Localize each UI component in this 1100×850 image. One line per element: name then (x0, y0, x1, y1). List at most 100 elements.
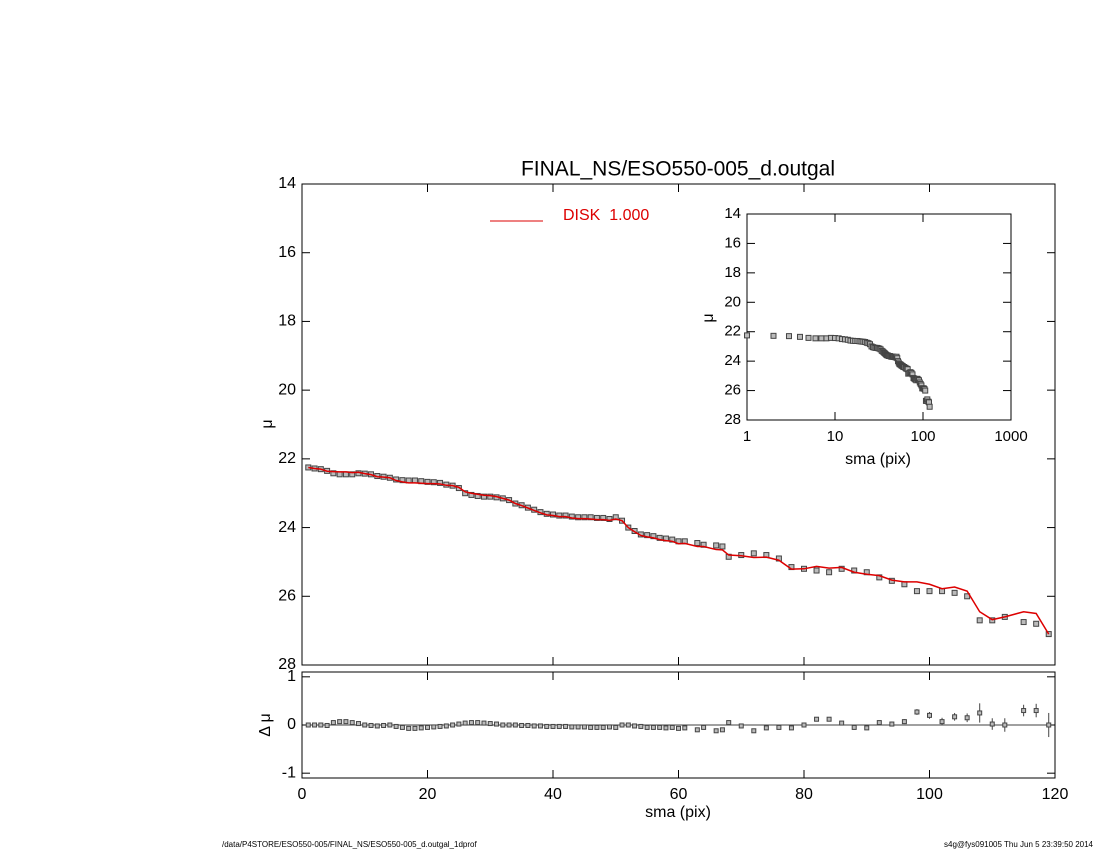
residual-point (914, 709, 920, 715)
data-point (606, 515, 613, 522)
residual-point (443, 723, 449, 729)
x-tick-label: 100 (916, 786, 943, 803)
data-point (474, 492, 481, 499)
data-point (462, 490, 469, 497)
residual-point (368, 722, 374, 728)
inset-data-point (785, 333, 792, 340)
y-tick-label: 24 (724, 352, 741, 369)
data-point (581, 514, 588, 521)
x-tick-label: 80 (795, 786, 813, 803)
residual-point (952, 714, 958, 720)
x-tick-label: 1000 (994, 428, 1027, 445)
legend-label: DISK 1.000 (563, 207, 649, 224)
residual-point (581, 724, 587, 730)
data-point (876, 574, 883, 581)
residual-point (406, 725, 412, 731)
data-point (826, 569, 833, 576)
residual-point (588, 724, 594, 730)
residual-point (625, 722, 631, 728)
data-point (976, 617, 983, 624)
residual-point (393, 723, 399, 729)
residual-point (669, 724, 675, 730)
x-tick-label: 10 (827, 428, 844, 445)
residual-point (462, 720, 468, 726)
x-tick-label: 40 (544, 786, 562, 803)
residual-point (544, 723, 550, 729)
data-point (593, 514, 600, 521)
residual-point (613, 724, 619, 730)
residual-point (481, 720, 487, 726)
data-point (926, 588, 933, 595)
y-tick-label: 24 (278, 519, 296, 536)
y-tick-label: 28 (278, 656, 296, 673)
residual-point (606, 724, 612, 730)
residual-point (851, 724, 857, 730)
residual-point (1033, 708, 1039, 714)
residual-point (632, 723, 638, 729)
residual-point (1046, 722, 1052, 728)
x-tick-label: 0 (298, 786, 307, 803)
y-tick-label: 14 (724, 205, 741, 222)
residual-point (644, 724, 650, 730)
residual-point (387, 722, 393, 728)
data-point (719, 543, 726, 550)
x-tick-label: 60 (670, 786, 688, 803)
residual-point (318, 722, 324, 728)
residual-point (682, 725, 688, 731)
data-point (399, 477, 406, 484)
y-tick-label: 26 (278, 588, 296, 605)
residual-point (889, 721, 895, 727)
residual-point (512, 722, 518, 728)
residual-point (468, 720, 474, 726)
residual-point (594, 724, 600, 730)
data-point (424, 478, 431, 485)
data-point (913, 588, 920, 595)
residual-point (362, 722, 368, 728)
footer-path: /data/P4STORE/ESO550-005/FINAL_NS/ESO550… (222, 840, 477, 849)
data-point (750, 550, 757, 557)
data-point (700, 541, 707, 548)
x-tick-label: 100 (910, 428, 935, 445)
residual-point (494, 721, 500, 727)
y-tick-label: 16 (724, 234, 741, 251)
residual-point (663, 725, 669, 731)
data-point (575, 514, 582, 521)
residual-point (751, 728, 757, 734)
residual-point (801, 722, 807, 728)
y-tick-label: 20 (278, 381, 296, 398)
residual-point (412, 725, 418, 731)
residual-point (537, 723, 543, 729)
residual-point (519, 722, 525, 728)
data-point (1020, 619, 1027, 626)
x-axis-label: sma (pix) (645, 804, 711, 821)
residual-point (324, 722, 330, 728)
residual-point (399, 724, 405, 730)
inset-x-axis-label: sma (pix) (845, 451, 911, 468)
residual-point (600, 724, 606, 730)
residual-point (550, 723, 556, 729)
residual-point (374, 723, 380, 729)
data-point (480, 493, 487, 500)
residual-point (701, 724, 707, 730)
residual-point (989, 721, 995, 727)
residual-point (575, 724, 581, 730)
residual-point (525, 722, 531, 728)
inset-data-point (818, 335, 825, 342)
plot-frame (746, 213, 1012, 421)
y-tick-label: 28 (724, 411, 741, 428)
data-point (568, 513, 575, 520)
inset-data-point (812, 335, 819, 342)
data-point (468, 491, 475, 498)
residual-point (381, 722, 387, 728)
residual-point (738, 723, 744, 729)
data-point (644, 532, 651, 539)
residual-point (556, 723, 562, 729)
inset-data-point (796, 333, 803, 340)
data-point (349, 471, 356, 478)
residual-point (826, 716, 832, 722)
data-point (612, 514, 619, 521)
residual-point (1002, 722, 1008, 728)
y-tick-label: 20 (724, 293, 741, 310)
residual-point (425, 724, 430, 730)
